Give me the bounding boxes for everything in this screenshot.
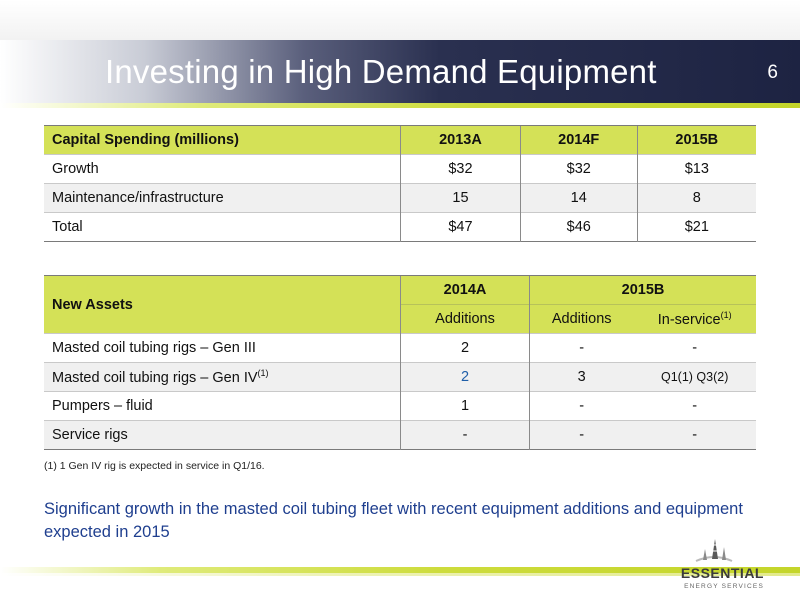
page-number: 6 [767, 62, 778, 83]
cell: - [529, 333, 634, 363]
table-row: Masted coil tubing rigs – Gen III 2 - - [44, 333, 756, 363]
page-title: Investing in High Demand Equipment [105, 53, 657, 90]
cell: 2 [400, 362, 530, 392]
table-row: Masted coil tubing rigs – Gen IV(1) 2 3 … [44, 362, 756, 392]
accent-stripe-bottom [0, 567, 800, 573]
cell: 14 [519, 183, 638, 213]
footnote-marker: (1) [257, 368, 269, 379]
row-label: Service rigs [44, 420, 401, 450]
cell: 8 [636, 183, 756, 213]
cell: 15 [400, 183, 521, 213]
inservice-label: In-service [657, 311, 721, 328]
subheader-cell: Additions [400, 304, 530, 334]
cell: - [400, 420, 530, 450]
subheader-cell: In-service(1) [633, 304, 756, 334]
new-assets-table: New Assets 2014A 2015B Additions Additio… [44, 275, 756, 450]
footnote-marker: (1) [720, 310, 732, 321]
row-label: Total [44, 212, 401, 242]
cell: $32 [400, 154, 521, 184]
header-cell: New Assets [44, 275, 401, 334]
cell: - [633, 420, 756, 450]
table-row: Pumpers – fluid 1 - - [44, 391, 756, 421]
company-logo: ESSENTIAL ENERGY SERVICES [654, 535, 764, 595]
summary-text: Significant growth in the masted coil tu… [44, 500, 743, 541]
row-label: Masted coil tubing rigs – Gen IV(1) [44, 362, 401, 392]
header-cell: 2014F [519, 125, 638, 155]
cell: $21 [636, 212, 756, 242]
cell: 3 [529, 362, 634, 392]
cell: 2 [400, 333, 530, 363]
capital-spending-table: Capital Spending (millions) 2013A 2014F … [44, 125, 756, 242]
cell: $32 [519, 154, 638, 184]
row-label-text: Masted coil tubing rigs – Gen IV [52, 369, 258, 386]
cell: - [633, 391, 756, 421]
row-label-text: Service rigs [52, 427, 128, 443]
row-label: Maintenance/infrastructure [44, 183, 401, 213]
cell: - [529, 420, 634, 450]
table-row: Maintenance/infrastructure 15 14 8 [44, 183, 756, 213]
top-band [0, 0, 800, 40]
accent-stripe-top [0, 103, 800, 108]
cell: $47 [400, 212, 521, 242]
header-cell: 2015B [529, 275, 756, 305]
cell: Q1(1) Q3(2) [633, 362, 756, 392]
accent-stripe-bottom-light [0, 573, 800, 576]
table-row: Growth $32 $32 $13 [44, 154, 756, 184]
table-subheader-row: Additions Additions In-service(1) [44, 304, 756, 334]
row-label-text: Pumpers – fluid [52, 398, 153, 414]
cell: $13 [636, 154, 756, 184]
logo-subtitle: ENERGY SERVICES [684, 583, 764, 590]
row-label-text: Masted coil tubing rigs – Gen III [52, 340, 256, 356]
cell: - [529, 391, 634, 421]
footnote: (1) 1 Gen IV rig is expected in service … [44, 460, 265, 472]
row-label: Masted coil tubing rigs – Gen III [44, 333, 401, 363]
subheader-cell: Additions [529, 304, 634, 334]
row-label: Growth [44, 154, 401, 184]
row-label: Pumpers – fluid [44, 391, 401, 421]
derrick-logo-icon [695, 539, 733, 562]
cell: $46 [519, 212, 638, 242]
logo-name: ESSENTIAL [680, 565, 764, 581]
header-cell: 2015B [636, 125, 756, 155]
table-header-row: Capital Spending (millions) 2013A 2014F … [44, 125, 756, 155]
table-row: Service rigs - - - [44, 420, 756, 450]
title-bar [0, 40, 800, 103]
cell: 1 [400, 391, 530, 421]
header-cell: 2013A [400, 125, 521, 155]
header-cell: Capital Spending (millions) [44, 125, 401, 155]
cell: - [633, 333, 756, 363]
table-row: Total $47 $46 $21 [44, 212, 756, 242]
header-cell: 2014A [400, 275, 530, 305]
table-header-row: New Assets 2014A 2015B [44, 275, 756, 334]
